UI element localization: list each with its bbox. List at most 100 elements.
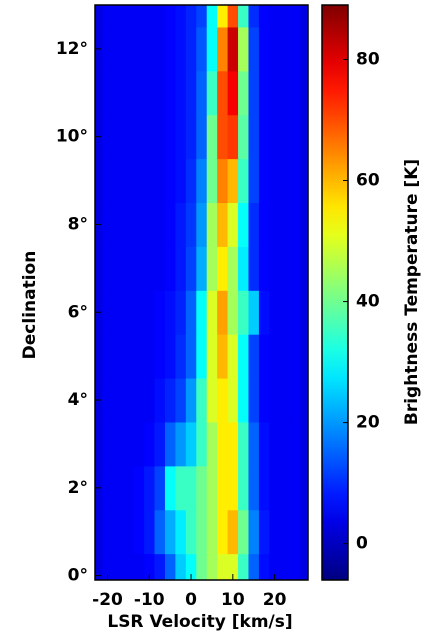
heat-cell	[279, 334, 291, 379]
heat-cell	[248, 334, 260, 379]
heat-cell	[300, 202, 308, 247]
heat-cell	[206, 158, 218, 204]
heat-cell	[185, 465, 197, 511]
heat-cell	[154, 553, 166, 580]
heat-cell	[217, 334, 229, 379]
heat-cell	[269, 421, 281, 467]
heat-cell	[290, 70, 302, 116]
heat-cell	[300, 378, 308, 423]
heat-cell	[238, 509, 249, 555]
heat-cell	[123, 70, 135, 116]
colorbar	[321, 4, 349, 581]
heat-cell	[258, 5, 270, 28]
heat-cell	[238, 290, 249, 335]
heat-cell	[238, 26, 249, 72]
heat-cell	[123, 5, 135, 28]
heat-cell	[133, 465, 145, 511]
heat-cell	[238, 421, 249, 467]
heatmap	[95, 5, 308, 580]
heat-cell	[227, 5, 239, 28]
heat-cell	[206, 553, 218, 580]
heat-cell	[164, 378, 176, 423]
heat-cell	[279, 5, 291, 28]
heat-cell	[185, 202, 197, 247]
heat-cell	[290, 290, 302, 335]
heat-cell	[206, 114, 218, 160]
heat-cell	[133, 553, 145, 580]
y-tick-label: 4°	[68, 390, 88, 410]
heat-cell	[258, 334, 270, 379]
heat-cell	[95, 70, 103, 116]
heat-cell	[217, 246, 229, 291]
heat-cell	[290, 5, 302, 28]
heat-cell	[227, 114, 239, 160]
heat-cell	[123, 290, 135, 335]
y-tick-label: 2°	[68, 478, 88, 498]
heat-cell	[112, 509, 124, 555]
x-tick-label: 10	[221, 590, 245, 610]
heat-cell	[290, 26, 302, 72]
heat-cell	[196, 421, 208, 467]
heat-cell	[164, 509, 176, 555]
heat-cell	[144, 26, 156, 72]
heat-cell	[154, 465, 166, 511]
heat-cell	[123, 378, 135, 423]
heat-cell	[112, 421, 124, 467]
heat-cell	[123, 421, 135, 467]
heat-cell	[217, 114, 229, 160]
heat-cell	[300, 290, 308, 335]
heat-cell	[154, 378, 166, 423]
heat-cell	[227, 465, 239, 511]
heat-cell	[290, 334, 302, 379]
heat-cell	[102, 334, 114, 379]
heat-cell	[258, 26, 270, 72]
heat-cell	[258, 114, 270, 160]
heat-cell	[279, 553, 291, 580]
heat-cell	[164, 158, 176, 204]
heat-cell	[185, 158, 197, 204]
heat-cell	[95, 553, 103, 580]
heat-cell	[95, 5, 103, 28]
heat-cell	[196, 378, 208, 423]
heat-cell	[196, 246, 208, 291]
heat-cell	[300, 509, 308, 555]
heat-cell	[164, 246, 176, 291]
heat-cell	[175, 202, 187, 247]
heat-cell	[112, 334, 124, 379]
heat-cell	[269, 509, 281, 555]
heat-cell	[258, 202, 270, 247]
heat-cell	[258, 465, 270, 511]
heat-cell	[227, 509, 239, 555]
heat-cell	[300, 421, 308, 467]
heat-cell	[300, 553, 308, 580]
heat-cell	[227, 378, 239, 423]
heat-cell	[258, 509, 270, 555]
colorbar-label: Brightness Temperature [K]	[402, 159, 422, 425]
heat-cell	[300, 158, 308, 204]
x-tick-label: -20	[92, 590, 123, 610]
heat-cell	[133, 421, 145, 467]
heat-cell	[144, 158, 156, 204]
heat-cell	[133, 509, 145, 555]
heat-cell	[164, 465, 176, 511]
heat-cell	[95, 158, 103, 204]
heat-cell	[227, 421, 239, 467]
heat-cell	[112, 5, 124, 28]
heat-cell	[112, 202, 124, 247]
heat-cell	[185, 421, 197, 467]
heat-cell	[154, 158, 166, 204]
heat-cell	[206, 421, 218, 467]
heat-cell	[144, 421, 156, 467]
heat-cell	[269, 202, 281, 247]
heat-cell	[227, 334, 239, 379]
heat-cell	[290, 509, 302, 555]
colorbar-tick-label: 40	[356, 292, 380, 312]
heat-cell	[95, 334, 103, 379]
heat-cell	[154, 421, 166, 467]
heat-cell	[144, 246, 156, 291]
heat-cell	[206, 290, 218, 335]
heat-cell	[206, 26, 218, 72]
heat-cell	[133, 70, 145, 116]
heat-cell	[258, 421, 270, 467]
heat-cell	[269, 26, 281, 72]
